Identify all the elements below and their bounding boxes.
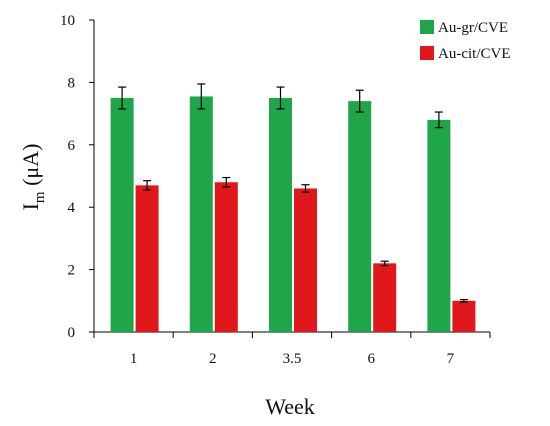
y-tick-label: 2 [68, 263, 76, 279]
error-bars [118, 83, 468, 303]
bar-au-gr [427, 119, 451, 332]
bars [110, 96, 476, 333]
y-axis-title-unit: (μA) [18, 144, 43, 192]
bar-au-cit [452, 300, 476, 332]
bar-au-cit [214, 182, 238, 332]
y-axis-title-main: I [18, 203, 43, 210]
bar-au-gr [348, 101, 372, 333]
x-tick-label: 3.5 [283, 351, 302, 367]
x-tick-label: 1 [130, 351, 138, 367]
legend-swatch [420, 46, 434, 60]
x-axis: 1 2 3.5 6 7 [93, 331, 491, 367]
legend-swatch [420, 20, 434, 34]
y-tick-label: 6 [68, 138, 76, 154]
y-axis: 0 2 4 6 8 10 [60, 13, 95, 341]
y-axis-title-subscript: m [32, 191, 48, 203]
x-tick-label: 7 [447, 351, 455, 367]
bar-au-cit [294, 188, 317, 332]
x-axis-title: Week [265, 394, 315, 419]
y-tick-label: 0 [68, 325, 76, 341]
y-tick-label: 10 [60, 13, 75, 29]
legend: Au-gr/CVE Au-cit/CVE [420, 20, 511, 62]
x-tick-label: 6 [367, 351, 375, 367]
bar-au-gr [269, 98, 292, 332]
bar-au-gr [110, 98, 134, 332]
bar-au-cit [373, 263, 397, 332]
bar-au-gr [189, 96, 213, 332]
y-tick-label: 4 [68, 200, 76, 216]
x-tick-label: 2 [209, 351, 217, 367]
y-axis-title: Im (μA) [18, 144, 48, 211]
legend-label: Au-cit/CVE [438, 46, 511, 62]
bar-au-cit [135, 185, 159, 332]
legend-label: Au-gr/CVE [438, 20, 508, 36]
y-tick-label: 8 [68, 75, 76, 91]
